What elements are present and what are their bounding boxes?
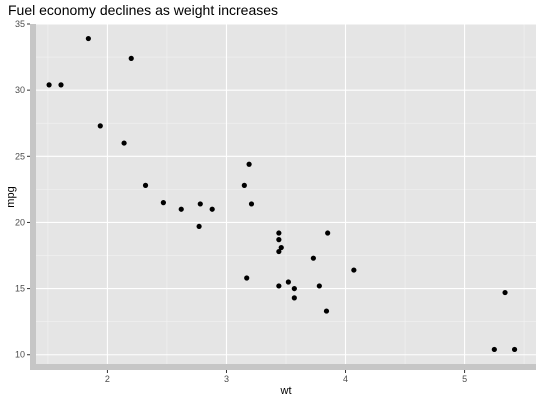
x-tick-label: 3: [224, 374, 229, 384]
y-tick-label: 10: [15, 350, 25, 360]
data-point: [97, 123, 103, 129]
data-point: [58, 82, 64, 88]
y-tick-label: 30: [15, 85, 25, 95]
y-tick-label: 15: [15, 284, 25, 294]
data-point: [276, 237, 282, 243]
data-point: [241, 182, 247, 189]
y-axis-band: [30, 24, 36, 370]
data-point: [46, 82, 52, 88]
x-tick-label: 4: [343, 374, 348, 384]
y-axis-title: mpg: [5, 186, 17, 207]
x-tick-label: 2: [105, 374, 110, 384]
y-tick-label: 25: [15, 151, 25, 161]
data-point: [197, 201, 203, 207]
minor-gridlines: [36, 24, 536, 364]
data-point: [351, 267, 357, 273]
data-point: [291, 285, 297, 292]
x-axis-band: [30, 364, 536, 370]
data-point: [244, 275, 250, 281]
data-point: [285, 279, 291, 285]
data-point: [121, 140, 127, 146]
x-axis-ticks: 2 3 4 5: [105, 370, 467, 384]
data-point: [278, 244, 284, 251]
data-point: [142, 182, 149, 189]
y-tick-label: 20: [15, 217, 25, 227]
data-point: [128, 55, 134, 61]
data-point: [310, 255, 316, 261]
data-point: [246, 161, 252, 167]
y-axis-ticks: 10 15 20 25 30 35: [15, 19, 30, 360]
data-point: [276, 248, 282, 255]
data-point: [248, 201, 255, 207]
data-point: [160, 199, 166, 206]
data-point: [196, 223, 202, 230]
data-point: [316, 283, 322, 289]
data-point: [291, 295, 297, 301]
data-point: [491, 346, 497, 353]
chart-title: Fuel economy declines as weight increase…: [8, 2, 278, 18]
x-axis-title: wt: [280, 385, 292, 397]
data-point: [178, 206, 184, 212]
x-tick-label: 5: [462, 374, 467, 384]
data-point: [209, 206, 215, 212]
data-point: [502, 289, 508, 296]
data-point: [276, 283, 282, 289]
data-point: [323, 308, 330, 314]
data-point: [276, 230, 282, 236]
data-point: [85, 35, 91, 42]
data-point: [325, 230, 331, 236]
data-point: [511, 346, 518, 353]
major-gridlines: [36, 23, 536, 364]
data-points: [46, 35, 518, 353]
y-tick-label: 35: [15, 19, 25, 29]
